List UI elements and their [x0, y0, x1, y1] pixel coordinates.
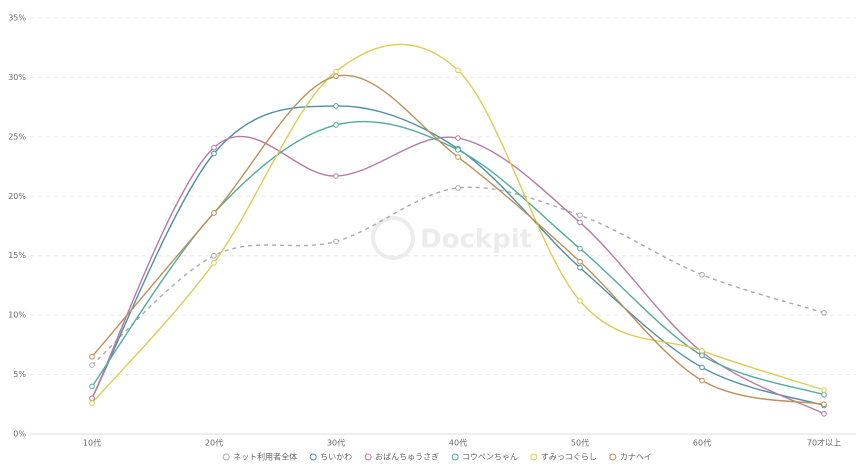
- x-tick-label: 60代: [693, 438, 711, 448]
- data-point: [89, 395, 95, 402]
- y-tick-label: 5%: [13, 370, 26, 379]
- data-point: [211, 210, 217, 216]
- x-tick-label: 20代: [205, 438, 223, 448]
- y-tick-label: 30%: [8, 73, 26, 82]
- data-point: [577, 298, 583, 304]
- data-point: [333, 73, 339, 80]
- data-point: [455, 154, 461, 160]
- data-point: [211, 260, 217, 266]
- data-point: [89, 353, 95, 360]
- data-point: [699, 271, 705, 278]
- legend-label: すみっコぐらし: [541, 453, 597, 462]
- legend-marker: [364, 453, 372, 461]
- data-point: [699, 348, 705, 354]
- data-point: [89, 400, 95, 406]
- legend-marker: [309, 453, 317, 461]
- y-tick-label: 25%: [8, 132, 26, 141]
- legend-label: ちいかわ: [320, 453, 352, 462]
- data-point: [699, 364, 705, 371]
- data-point: [333, 122, 339, 128]
- data-point: [821, 387, 827, 393]
- legend-item[interactable]: ネット利用者全体: [222, 452, 297, 462]
- data-point: [211, 144, 217, 151]
- data-point: [455, 185, 461, 191]
- x-tick-label: 30代: [327, 438, 345, 448]
- x-tick-label: 40代: [449, 438, 467, 448]
- x-tick-label: 50代: [571, 438, 589, 448]
- data-point: [89, 383, 95, 390]
- data-point: [333, 173, 339, 179]
- watermark-group: Dockpit: [371, 216, 532, 260]
- data-point: [821, 410, 827, 417]
- data-point: [211, 150, 217, 157]
- legend-marker: [530, 453, 538, 461]
- data-point: [821, 309, 827, 316]
- y-tick-label: 0%: [13, 430, 26, 439]
- data-point: [577, 219, 583, 226]
- data-point: [821, 401, 827, 408]
- data-point: [333, 238, 339, 245]
- watermark: Dockpit: [420, 225, 532, 255]
- x-tick-label: 70才以上: [807, 438, 841, 448]
- legend-marker: [451, 453, 459, 461]
- data-point: [577, 245, 583, 252]
- legend-item[interactable]: おぱんちゅうさぎ: [364, 452, 439, 462]
- legend-item[interactable]: カナヘイ: [609, 453, 652, 462]
- data-point: [577, 264, 583, 271]
- y-tick-label: 15%: [8, 251, 26, 260]
- legend-label: おぱんちゅうさぎ: [375, 452, 439, 462]
- legend-label: コウペンちゃん: [462, 453, 518, 462]
- data-point: [455, 135, 461, 141]
- legend-item[interactable]: コウペンちゃん: [451, 453, 518, 462]
- legend-label: カナヘイ: [620, 453, 652, 462]
- legend-item[interactable]: ちいかわ: [309, 453, 352, 462]
- legend-label: ネット利用者全体: [233, 452, 297, 462]
- legend-marker: [609, 453, 617, 461]
- data-point: [455, 67, 461, 74]
- x-tick-label: 10代: [83, 438, 101, 448]
- legend-item[interactable]: すみっコぐらし: [530, 453, 597, 462]
- y-tick-label: 20%: [8, 192, 26, 201]
- data-point: [211, 252, 217, 259]
- series-line: [91, 135, 825, 415]
- legend: ネット利用者全体 ちいかわ おぱんちゅうさぎ コウペンちゃん すみっコぐらし カナヘイ: [222, 452, 652, 462]
- watermark-logo: [371, 216, 415, 260]
- data-point: [333, 68, 339, 75]
- data-point: [821, 391, 827, 398]
- series-line: [91, 186, 825, 366]
- y-tick-label: 35%: [8, 14, 26, 23]
- y-tick-label: 10%: [8, 311, 26, 320]
- data-point: [577, 212, 583, 219]
- data-point: [455, 147, 461, 153]
- data-point: [333, 103, 339, 109]
- data-point: [699, 352, 705, 359]
- data-point: [577, 258, 583, 265]
- legend-marker: [222, 453, 230, 461]
- data-point: [699, 377, 705, 384]
- data-point: [89, 362, 95, 368]
- series-line: [91, 105, 825, 407]
